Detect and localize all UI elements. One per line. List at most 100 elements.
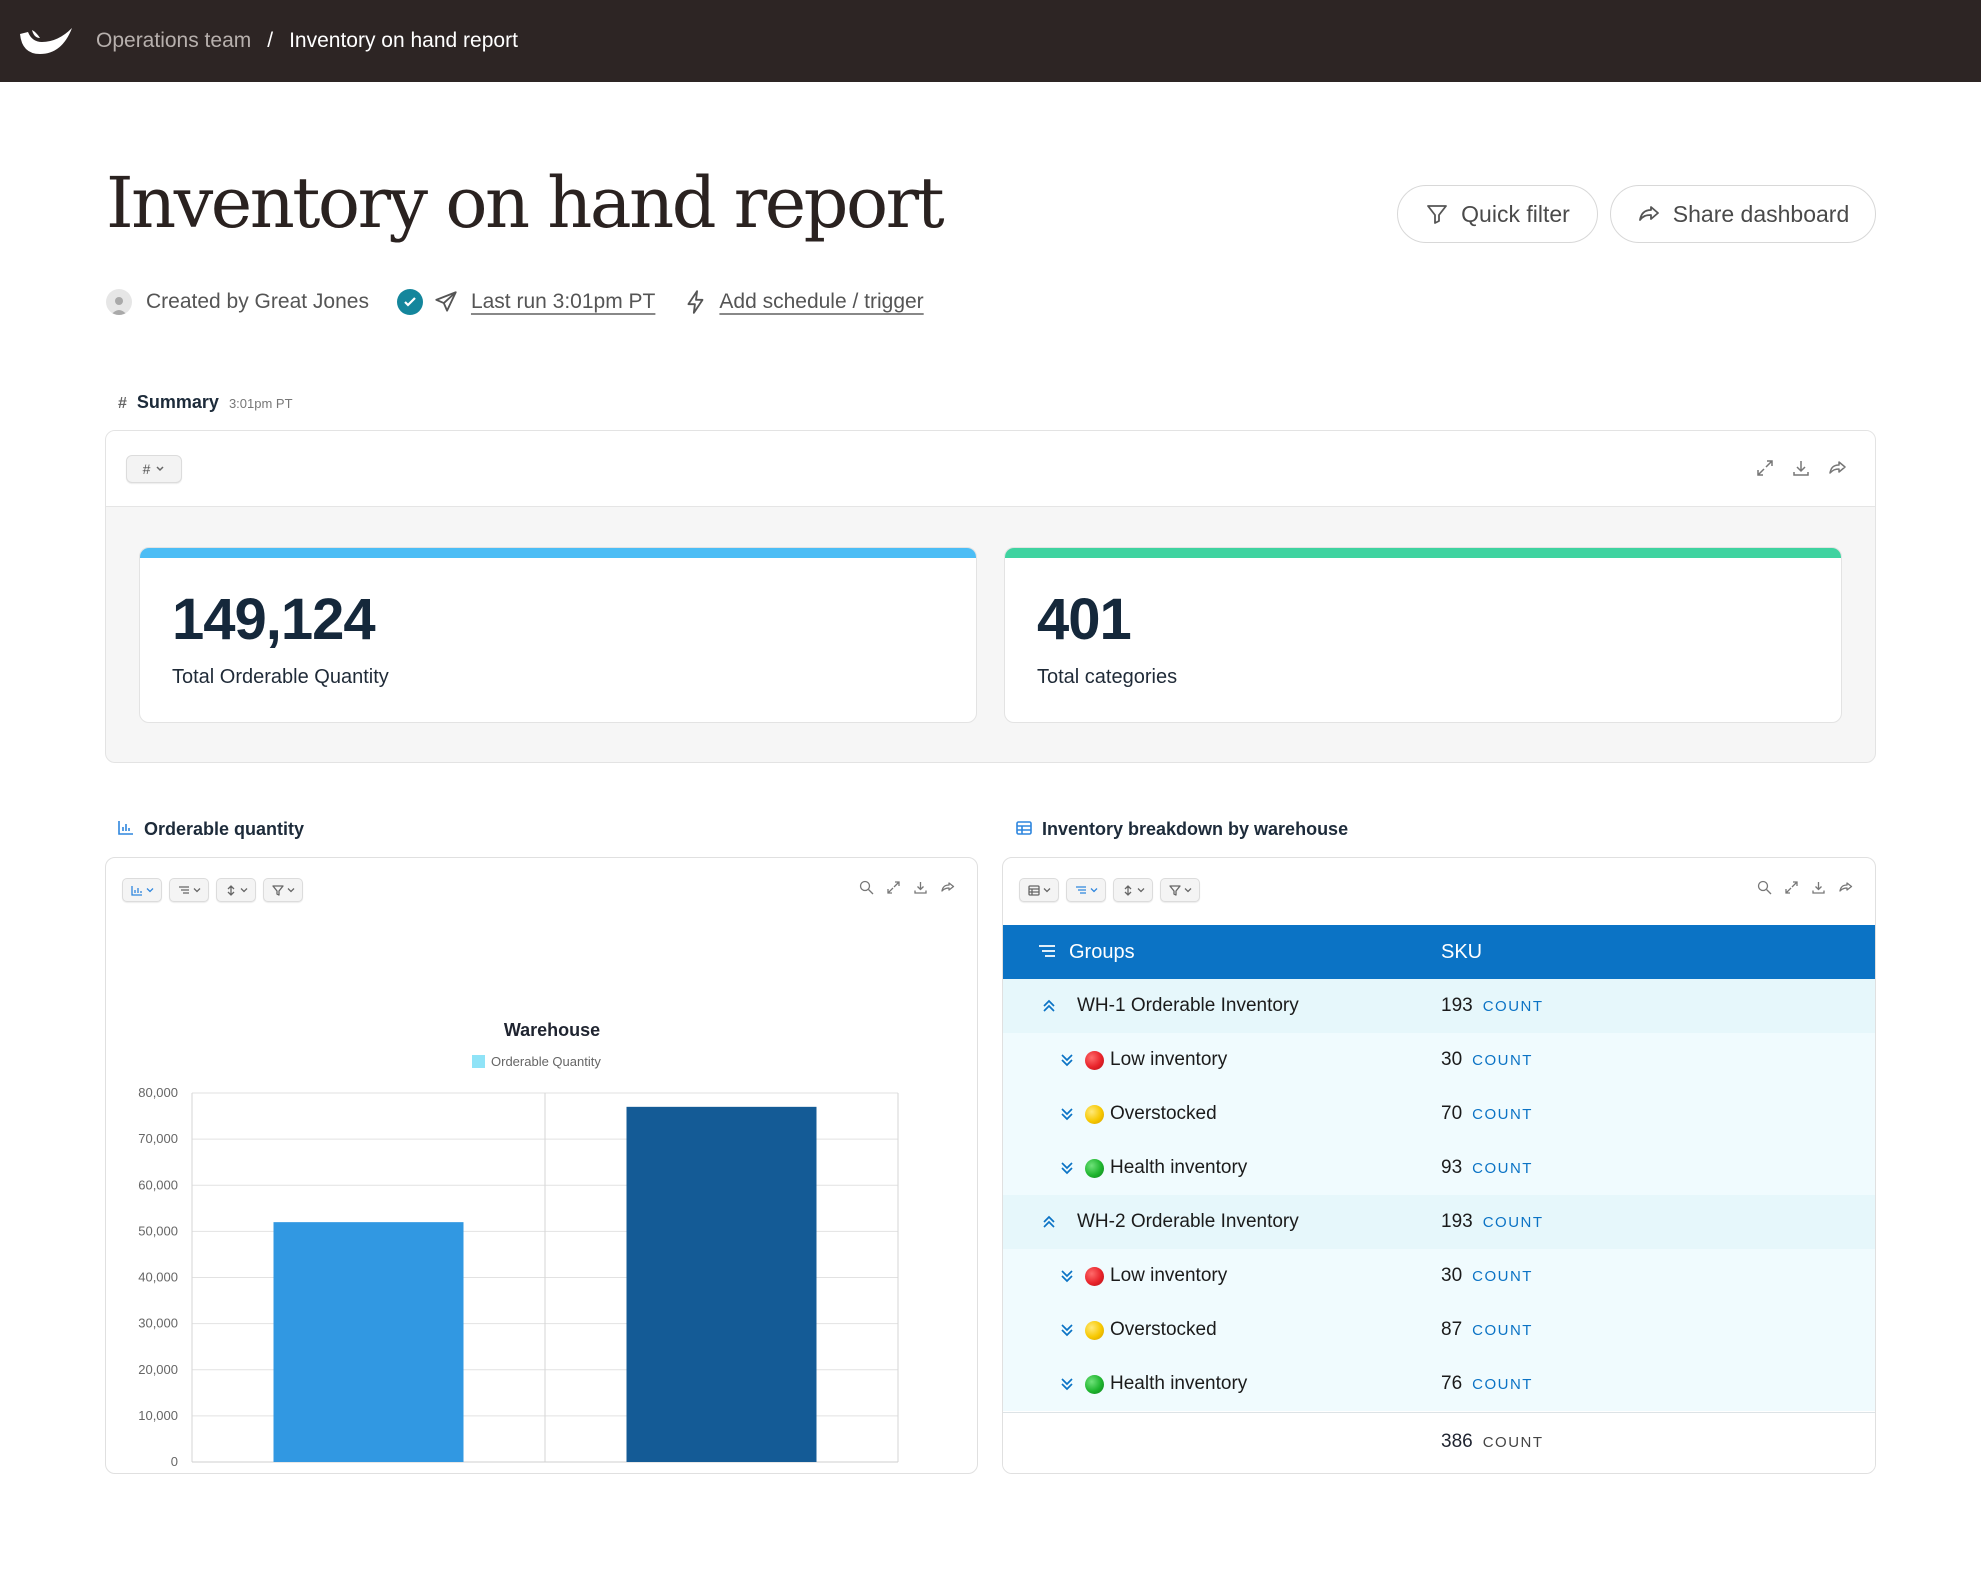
- chevron-down-icon: [1043, 888, 1050, 893]
- group-cell: Overstocked: [1003, 1087, 1217, 1141]
- summary-timestamp: 3:01pm PT: [228, 396, 293, 411]
- filter-dropdown[interactable]: [263, 878, 303, 902]
- last-run-link[interactable]: Last run 3:01pm PT: [470, 290, 656, 313]
- group-cell: Low inventory: [1003, 1249, 1227, 1303]
- status-label: Low inventory: [1110, 1049, 1228, 1070]
- expand-chevrons-icon[interactable]: [1059, 1160, 1075, 1176]
- sort-dropdown[interactable]: [1113, 878, 1153, 902]
- summary-type-dropdown[interactable]: #: [126, 455, 182, 483]
- sku-column-header[interactable]: SKU: [1441, 940, 1483, 963]
- share-dashboard-button[interactable]: Share dashboard: [1610, 185, 1876, 243]
- chevron-down-icon: [193, 888, 200, 893]
- table-row[interactable]: Overstocked 70 COUNT: [1003, 1087, 1875, 1141]
- group-icon: [178, 885, 189, 894]
- view-type-dropdown[interactable]: [1019, 878, 1059, 902]
- share-dashboard-label: Share dashboard: [1672, 200, 1850, 227]
- table-icon: [1027, 884, 1040, 896]
- orderable-section-heading: Orderable quantity: [118, 819, 304, 840]
- expand-icon[interactable]: [1755, 458, 1775, 478]
- sku-value: 70: [1441, 1103, 1463, 1124]
- group-cell: WH-1 Orderable Inventory: [1003, 979, 1299, 1033]
- orderable-chart-panel: Warehouse Orderable Quantity 80,000 70,000 6…: [105, 857, 978, 1474]
- expand-icon[interactable]: [1784, 880, 1799, 895]
- collapse-chevrons-icon[interactable]: [1041, 1214, 1057, 1230]
- y-tick-label: 80,000: [138, 1085, 178, 1100]
- group-by-dropdown[interactable]: [169, 878, 209, 902]
- chevron-down-icon: [1090, 888, 1097, 893]
- table-row[interactable]: Overstocked 87 COUNT: [1003, 1303, 1875, 1357]
- report-meta: Created by Great Jones Last run 3:01pm P…: [106, 288, 924, 316]
- download-icon[interactable]: [913, 880, 928, 895]
- group-cell: Low inventory: [1003, 1033, 1227, 1087]
- kpi-label: Total Orderable Quantity: [172, 666, 389, 688]
- table-row[interactable]: Health inventory 93 COUNT: [1003, 1141, 1875, 1195]
- download-icon[interactable]: [1811, 880, 1826, 895]
- y-tick-label: 30,000: [138, 1316, 178, 1331]
- sku-cell: 93 COUNT: [1441, 1157, 1533, 1179]
- table-row[interactable]: Low inventory 30 COUNT: [1003, 1033, 1875, 1087]
- expand-chevrons-icon[interactable]: [1059, 1052, 1075, 1068]
- chart-type-dropdown[interactable]: [122, 878, 162, 902]
- download-icon[interactable]: [1791, 458, 1811, 478]
- search-icon[interactable]: [1757, 880, 1772, 895]
- group-cell: WH-2 Orderable Inventory: [1003, 1195, 1299, 1249]
- quick-filter-label: Quick filter: [1461, 200, 1570, 227]
- count-label: COUNT: [1472, 1160, 1533, 1177]
- expand-chevrons-icon[interactable]: [1059, 1106, 1075, 1122]
- search-icon[interactable]: [859, 880, 874, 895]
- group-cell: Health inventory: [1003, 1357, 1247, 1411]
- green-status-dot-icon: [1085, 1374, 1104, 1394]
- bar-chart-icon: [130, 885, 142, 896]
- chart-tools: [859, 880, 955, 895]
- expand-icon[interactable]: [886, 880, 901, 895]
- kpi-card-orderable: 149,124 Total Orderable Quantity: [139, 547, 977, 723]
- share-icon[interactable]: [1827, 458, 1847, 478]
- count-label: COUNT: [1472, 1268, 1533, 1285]
- share-icon[interactable]: [1838, 880, 1853, 895]
- send-icon: [435, 291, 457, 312]
- breadcrumb-parent-link[interactable]: Operations team: [96, 29, 252, 52]
- status-label: Low inventory: [1110, 1265, 1228, 1286]
- table-row[interactable]: WH-1 Orderable Inventory 193 COUNT: [1003, 979, 1875, 1033]
- add-schedule-link[interactable]: Add schedule / trigger: [719, 290, 924, 313]
- summary-section-heading: # Summary 3:01pm PT: [118, 392, 293, 413]
- count-label: COUNT: [1472, 1052, 1533, 1069]
- table-row[interactable]: WH-2 Orderable Inventory 193 COUNT: [1003, 1195, 1875, 1249]
- expand-chevrons-icon[interactable]: [1059, 1268, 1075, 1284]
- quick-filter-button[interactable]: Quick filter: [1397, 185, 1598, 243]
- created-by-text: Created by Great Jones: [146, 290, 369, 313]
- sku-value: 30: [1441, 1049, 1463, 1070]
- table-header: Groups SKU: [1003, 925, 1875, 979]
- y-tick-label: 0: [171, 1454, 178, 1469]
- count-label: COUNT: [1472, 1376, 1533, 1393]
- share-icon[interactable]: [940, 880, 955, 895]
- chart-title: Warehouse: [504, 1020, 600, 1040]
- status-label: Overstocked: [1110, 1103, 1217, 1124]
- groups-icon: [1039, 945, 1055, 957]
- expand-chevrons-icon[interactable]: [1059, 1376, 1075, 1392]
- y-tick-label: 20,000: [138, 1362, 178, 1377]
- sort-dropdown[interactable]: [216, 878, 256, 902]
- status-label: Health inventory: [1110, 1157, 1248, 1178]
- status-label: Health inventory: [1110, 1373, 1248, 1394]
- x-tick-label: WH-1 orderable inventory: [294, 1472, 443, 1474]
- hash-icon: #: [118, 395, 127, 412]
- chevron-down-icon: [156, 466, 164, 472]
- table-row[interactable]: Low inventory 30 COUNT: [1003, 1249, 1875, 1303]
- chevron-down-icon: [287, 888, 294, 893]
- groups-column-header[interactable]: Groups: [1069, 940, 1135, 963]
- summary-tools: [1755, 458, 1847, 478]
- top-bar: Operations team / Inventory on hand repo…: [0, 0, 1981, 82]
- sku-cell: 70 COUNT: [1441, 1103, 1533, 1125]
- red-status-dot-icon: [1085, 1050, 1104, 1070]
- filter-dropdown[interactable]: [1160, 878, 1200, 902]
- group-by-dropdown[interactable]: [1066, 878, 1106, 902]
- brand-logo-icon[interactable]: [18, 24, 74, 58]
- sku-cell: 76 COUNT: [1441, 1373, 1533, 1395]
- table-row[interactable]: Health inventory 76 COUNT: [1003, 1357, 1875, 1411]
- green-status-dot-icon: [1085, 1158, 1104, 1178]
- sku-cell: 30 COUNT: [1441, 1049, 1533, 1071]
- bar: [626, 1106, 817, 1462]
- expand-chevrons-icon[interactable]: [1059, 1322, 1075, 1338]
- collapse-chevrons-icon[interactable]: [1041, 998, 1057, 1014]
